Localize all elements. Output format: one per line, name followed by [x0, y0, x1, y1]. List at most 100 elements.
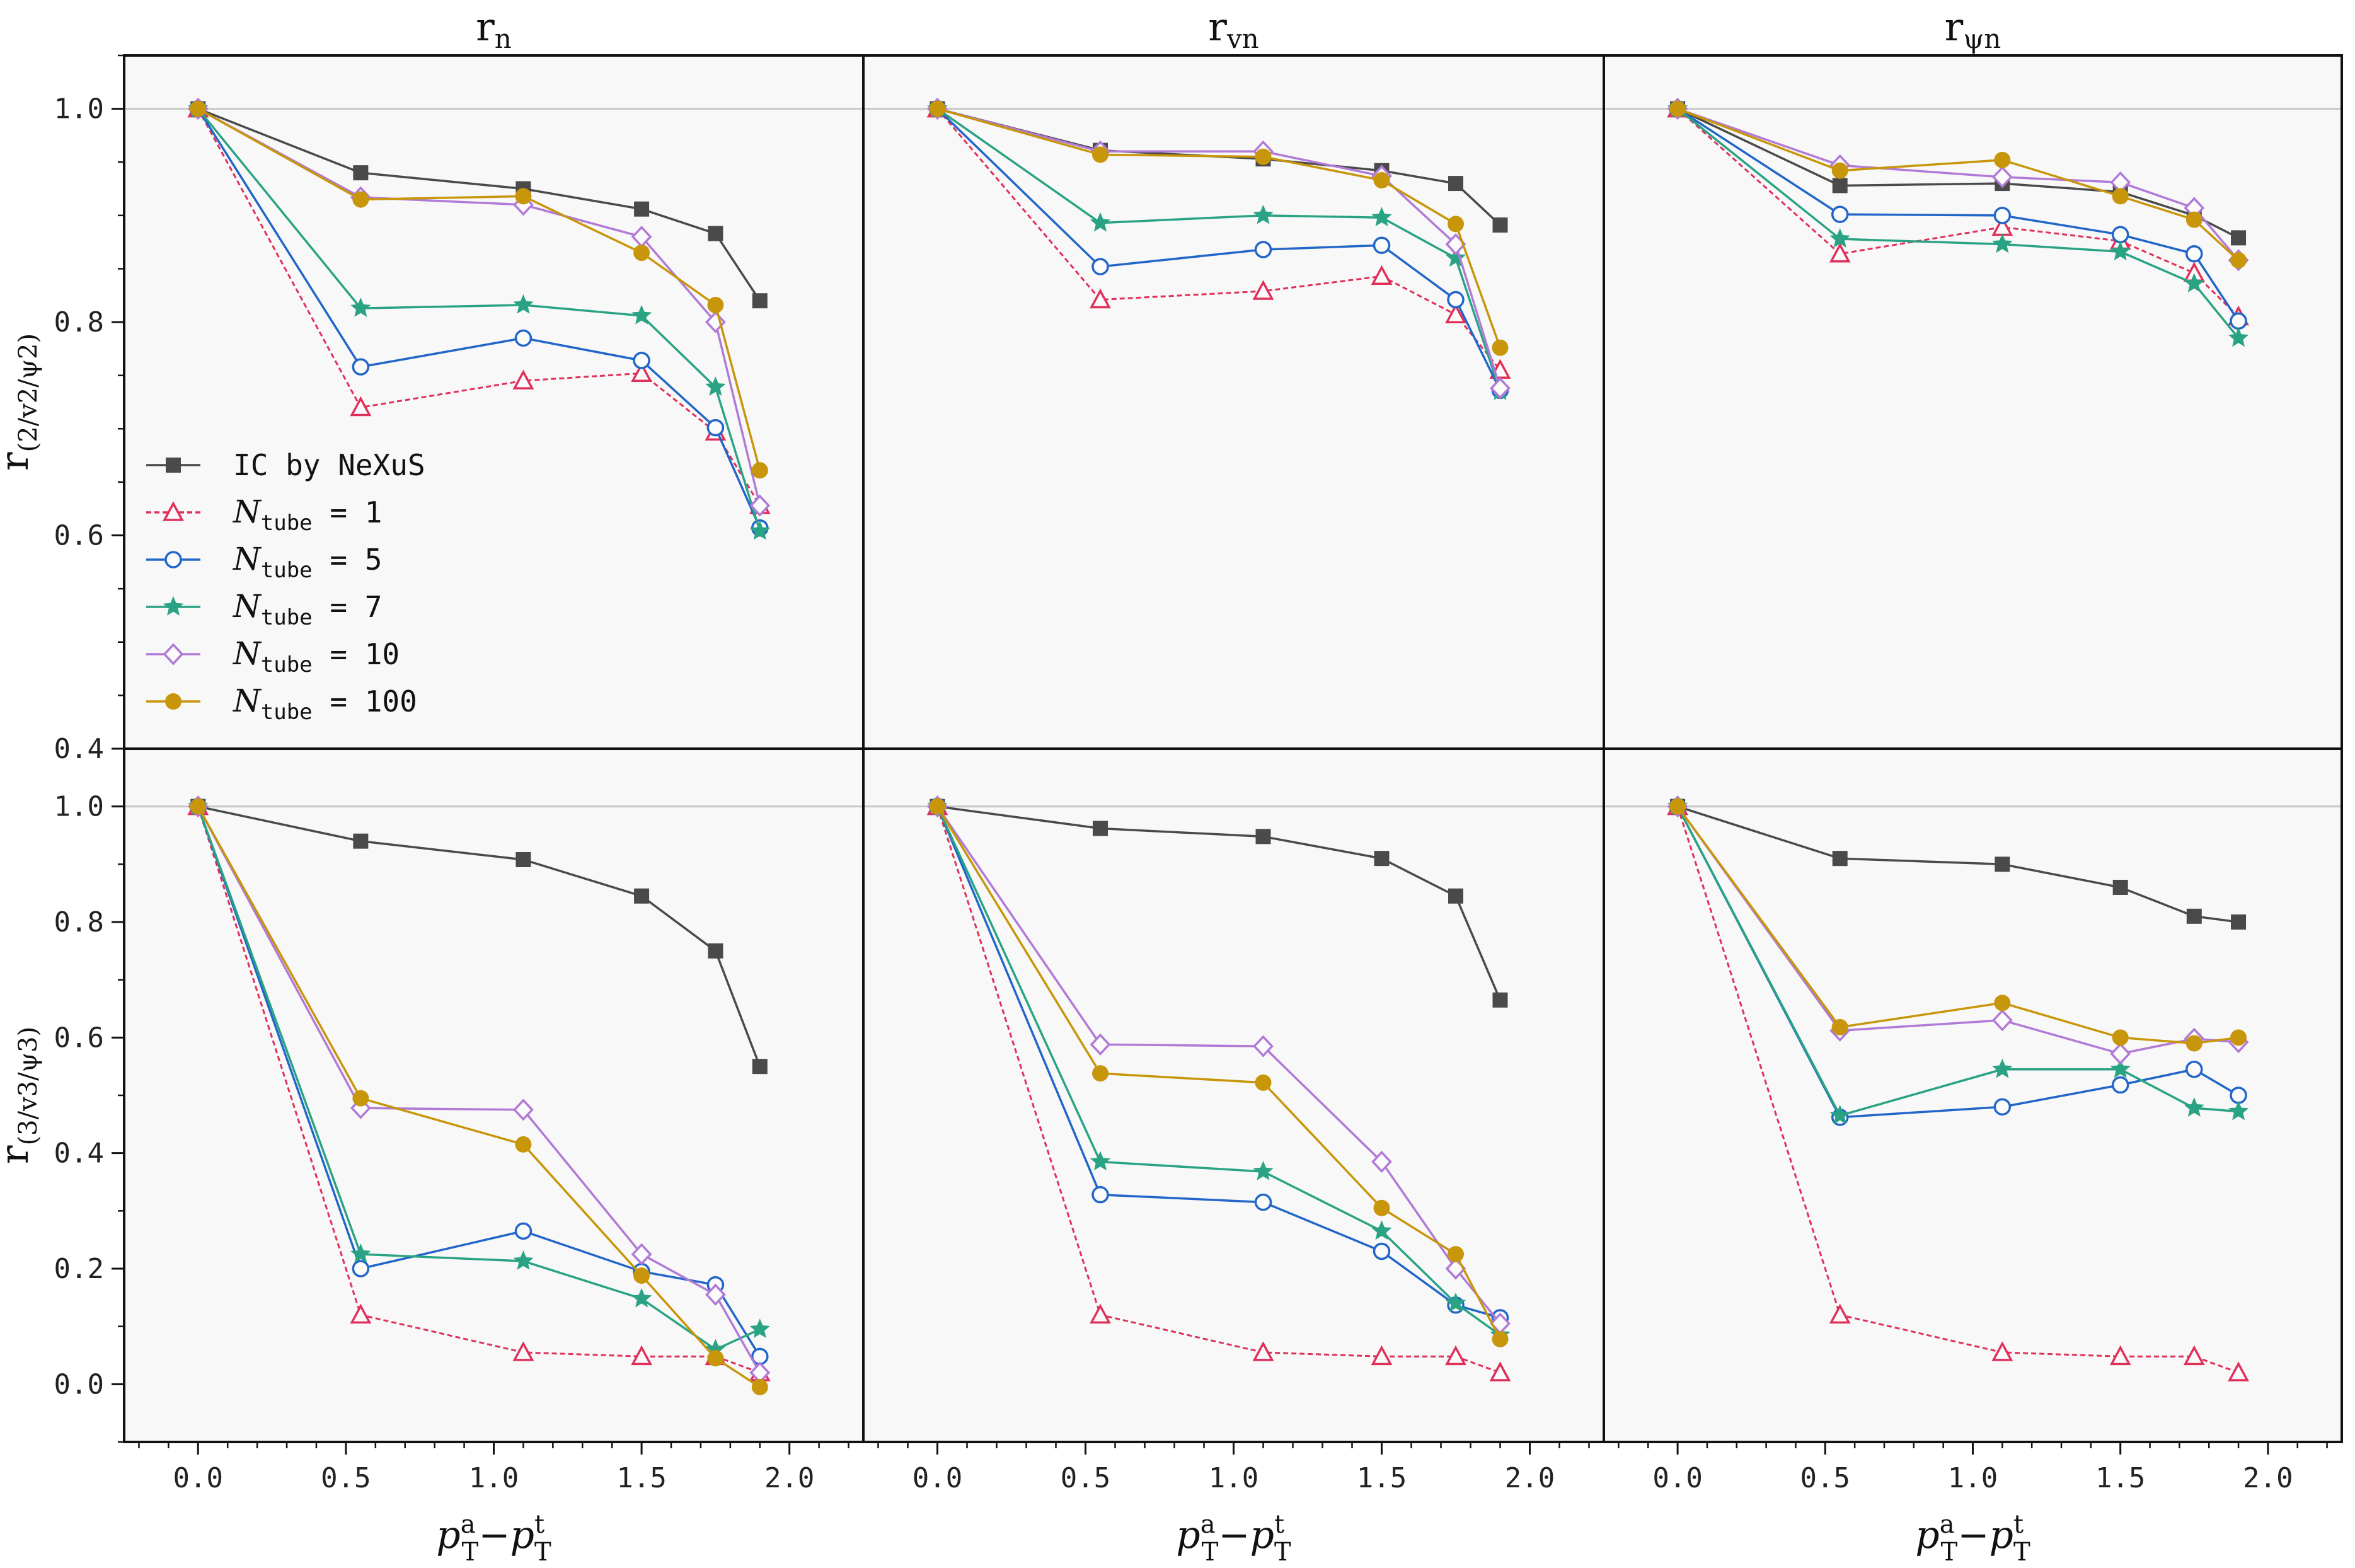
series-n-tube-100-point — [2230, 251, 2247, 268]
series-n-tube-1-point — [2183, 1345, 2205, 1366]
series-n-tube-1-point — [631, 1345, 653, 1366]
series-ic-by-nexus-point — [752, 1059, 768, 1075]
series-n-tube-100-point — [2230, 1029, 2247, 1046]
series-ic-by-nexus-point — [2231, 230, 2247, 246]
series-n-tube-100 — [190, 798, 768, 1395]
series-n-tube-7-point — [1829, 1105, 1850, 1124]
series-ic-by-nexus-point — [1995, 856, 2010, 872]
series-n-tube-7-point — [350, 1243, 371, 1263]
legend-label: Ntube = 7 — [233, 588, 382, 630]
series-n-tube-7-point — [631, 304, 652, 325]
series-n-tube-1-point — [1252, 280, 1274, 300]
x-tick-label: 0.5 — [1800, 1462, 1850, 1494]
series-n-tube-100-point — [1255, 148, 1272, 165]
series-n-tube-1-point — [2109, 1345, 2131, 1366]
series-n-tube-100-point — [190, 100, 207, 117]
legend-item: Ntube = 5 — [146, 541, 382, 583]
y-tick-label: 0.4 — [54, 733, 104, 765]
legend-label: Ntube = 100 — [233, 683, 417, 725]
series-n-tube-7-point — [2110, 241, 2131, 261]
series-n-tube-1-point — [1991, 1341, 2013, 1361]
column-title: rψn — [1945, 4, 2001, 54]
y-tick-label: 0.6 — [54, 520, 104, 552]
legend-item: Ntube = 1 — [146, 493, 382, 536]
series-n-tube-100-point — [751, 1378, 768, 1395]
series-n-tube-100-point — [1373, 1199, 1390, 1216]
x-tick-label: 1.5 — [2095, 1462, 2145, 1494]
y-axis-label: r(2/v2/ψ2) — [0, 333, 43, 471]
series-n-tube-5-point — [352, 358, 370, 376]
series-n-tube-100-point — [1092, 146, 1108, 163]
x-axis-label: pa T−pt T — [1915, 1510, 2030, 1567]
series-n-tube-100-point — [1492, 1330, 1509, 1347]
y-tick-label: 0.0 — [54, 1368, 104, 1400]
panel-r2-c3 — [1667, 795, 2249, 1381]
series-ic-by-nexus-point — [1492, 992, 1508, 1008]
series-ic-by-nexus-point — [1093, 821, 1108, 836]
series-n-tube-5-point — [633, 352, 650, 369]
series-n-tube-5-point — [1091, 1185, 1109, 1204]
series-ic-by-nexus-point — [353, 833, 369, 849]
series-ic-by-nexus-point — [1832, 178, 1848, 193]
series-n-tube-7-point — [1253, 1161, 1274, 1180]
series-n-tube-100-point — [751, 462, 768, 479]
series-n-tube-100-point — [190, 798, 207, 815]
x-tick-label: 0.5 — [1061, 1462, 1110, 1494]
x-tick-label: 1.0 — [1209, 1462, 1258, 1494]
series-ic-by-nexus-point — [634, 201, 650, 217]
legend-label: Ntube = 1 — [233, 493, 382, 536]
series-n-tube-1-point — [1445, 1345, 1466, 1366]
series-n-tube-100-line — [197, 805, 761, 1388]
series-n-tube-7-point — [2110, 1058, 2131, 1078]
series-n-tube-5-point — [1091, 258, 1109, 275]
series-n-tube-5-line — [936, 108, 1502, 391]
series-n-tube-7-point — [631, 1288, 652, 1308]
series-n-tube-7-point — [1992, 1058, 2013, 1078]
y-axis-label: r(3/v3/ψ3) — [0, 1027, 43, 1164]
x-axis-label: pa T−pt T — [436, 1510, 551, 1567]
series-n-tube-1-point — [1252, 1341, 1274, 1361]
series-ic-by-nexus-point — [1255, 829, 1271, 845]
series-n-tube-100-point — [633, 1267, 650, 1284]
series-n-tube-100-point — [2112, 188, 2129, 205]
series-n-tube-100-point — [633, 245, 650, 262]
series-n-tube-100 — [929, 798, 1509, 1347]
series-n-tube-10-line — [197, 108, 761, 506]
series-ic-by-nexus-point — [1448, 176, 1463, 192]
series-n-tube-7-point — [1371, 1220, 1392, 1240]
legend-label: Ntube = 5 — [233, 541, 382, 583]
series-n-tube-5-line — [1677, 108, 2240, 322]
series-n-tube-10-line — [197, 805, 761, 1373]
series-n-tube-7-line — [1677, 108, 2240, 339]
series-n-tube-10 — [927, 795, 1511, 1335]
x-tick-label: 2.0 — [2243, 1462, 2293, 1494]
series-n-tube-1-point — [631, 362, 653, 383]
legend-marker — [164, 551, 182, 568]
series-n-tube-1-line — [197, 806, 761, 1374]
series-n-tube-5-point — [706, 418, 725, 437]
series-ic-by-nexus-line — [197, 805, 761, 1067]
y-tick-label: 0.4 — [54, 1138, 104, 1170]
series-n-tube-100-point — [1492, 339, 1509, 356]
series-n-tube-10-point — [1490, 377, 1511, 400]
series-n-tube-5-point — [1993, 1098, 2012, 1116]
series-n-tube-7-point — [1445, 1293, 1466, 1312]
series-ic-by-nexus-line — [197, 107, 761, 302]
series-n-tube-5-point — [1373, 236, 1391, 254]
series-n-tube-1-point — [512, 1341, 534, 1361]
series-n-tube-100-point — [1994, 151, 2011, 168]
series-ic-by-nexus-point — [1492, 217, 1508, 233]
series-n-tube-7-point — [513, 1250, 534, 1270]
series-n-tube-100-point — [1831, 1018, 1848, 1035]
series-n-tube-5-point — [514, 1222, 533, 1240]
series-n-tube-10-point — [1991, 1009, 2013, 1032]
series-n-tube-5-point — [352, 1260, 370, 1277]
series-n-tube-7-point — [705, 376, 726, 396]
series-ic-by-nexus — [190, 798, 768, 1075]
panel-r1-c3 — [1667, 97, 2249, 347]
series-n-tube-100-point — [1669, 100, 1686, 117]
series-n-tube-10-point — [705, 1283, 726, 1306]
series-n-tube-7-point — [2228, 1100, 2249, 1121]
y-tick-label: 0.2 — [54, 1253, 104, 1285]
series-n-tube-100-point — [2185, 211, 2202, 228]
